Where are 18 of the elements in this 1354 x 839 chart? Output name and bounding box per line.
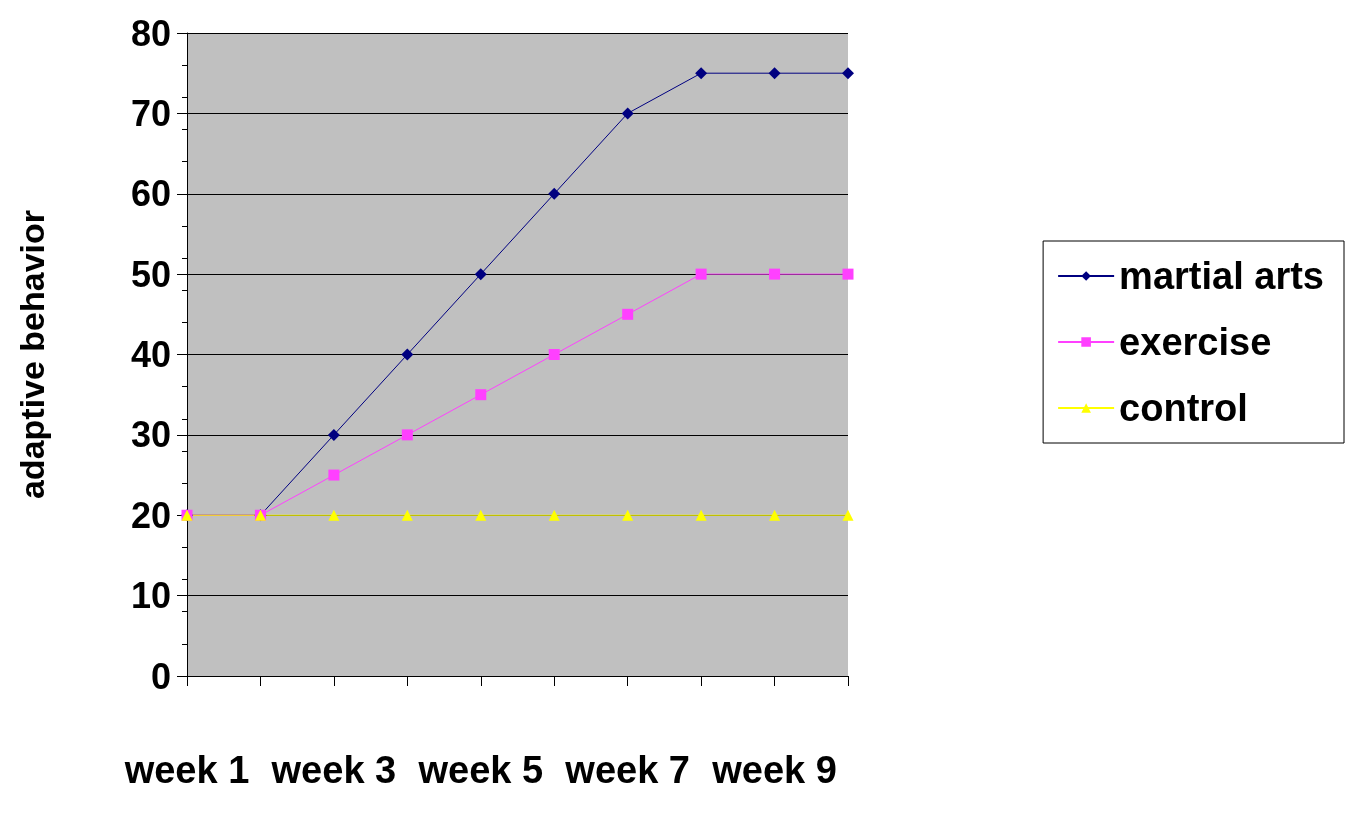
x-tick-label: week 7 [564,749,690,791]
y-tick-label: 60 [130,173,171,215]
legend-label: control [1119,387,1248,429]
y-tick-label: 10 [130,575,171,617]
y-tick-label: 80 [130,12,171,54]
y-tick-label: 40 [130,334,171,375]
y-tick-label: 0 [150,655,171,697]
x-tick-label: week 5 [417,749,544,791]
y-tick-label: 70 [130,92,171,134]
y-tick-label: 30 [130,414,171,456]
y-tick-label: 20 [130,494,171,536]
legend-label: martial arts [1119,255,1325,297]
x-tick-label: week 1 [123,749,250,791]
y-axis-title: adaptive behavior [13,209,51,500]
legend-label: exercise [1119,321,1272,363]
x-tick-label: week 3 [270,749,397,791]
x-tick-label: week 9 [711,749,837,791]
y-tick-label: 50 [130,253,171,295]
